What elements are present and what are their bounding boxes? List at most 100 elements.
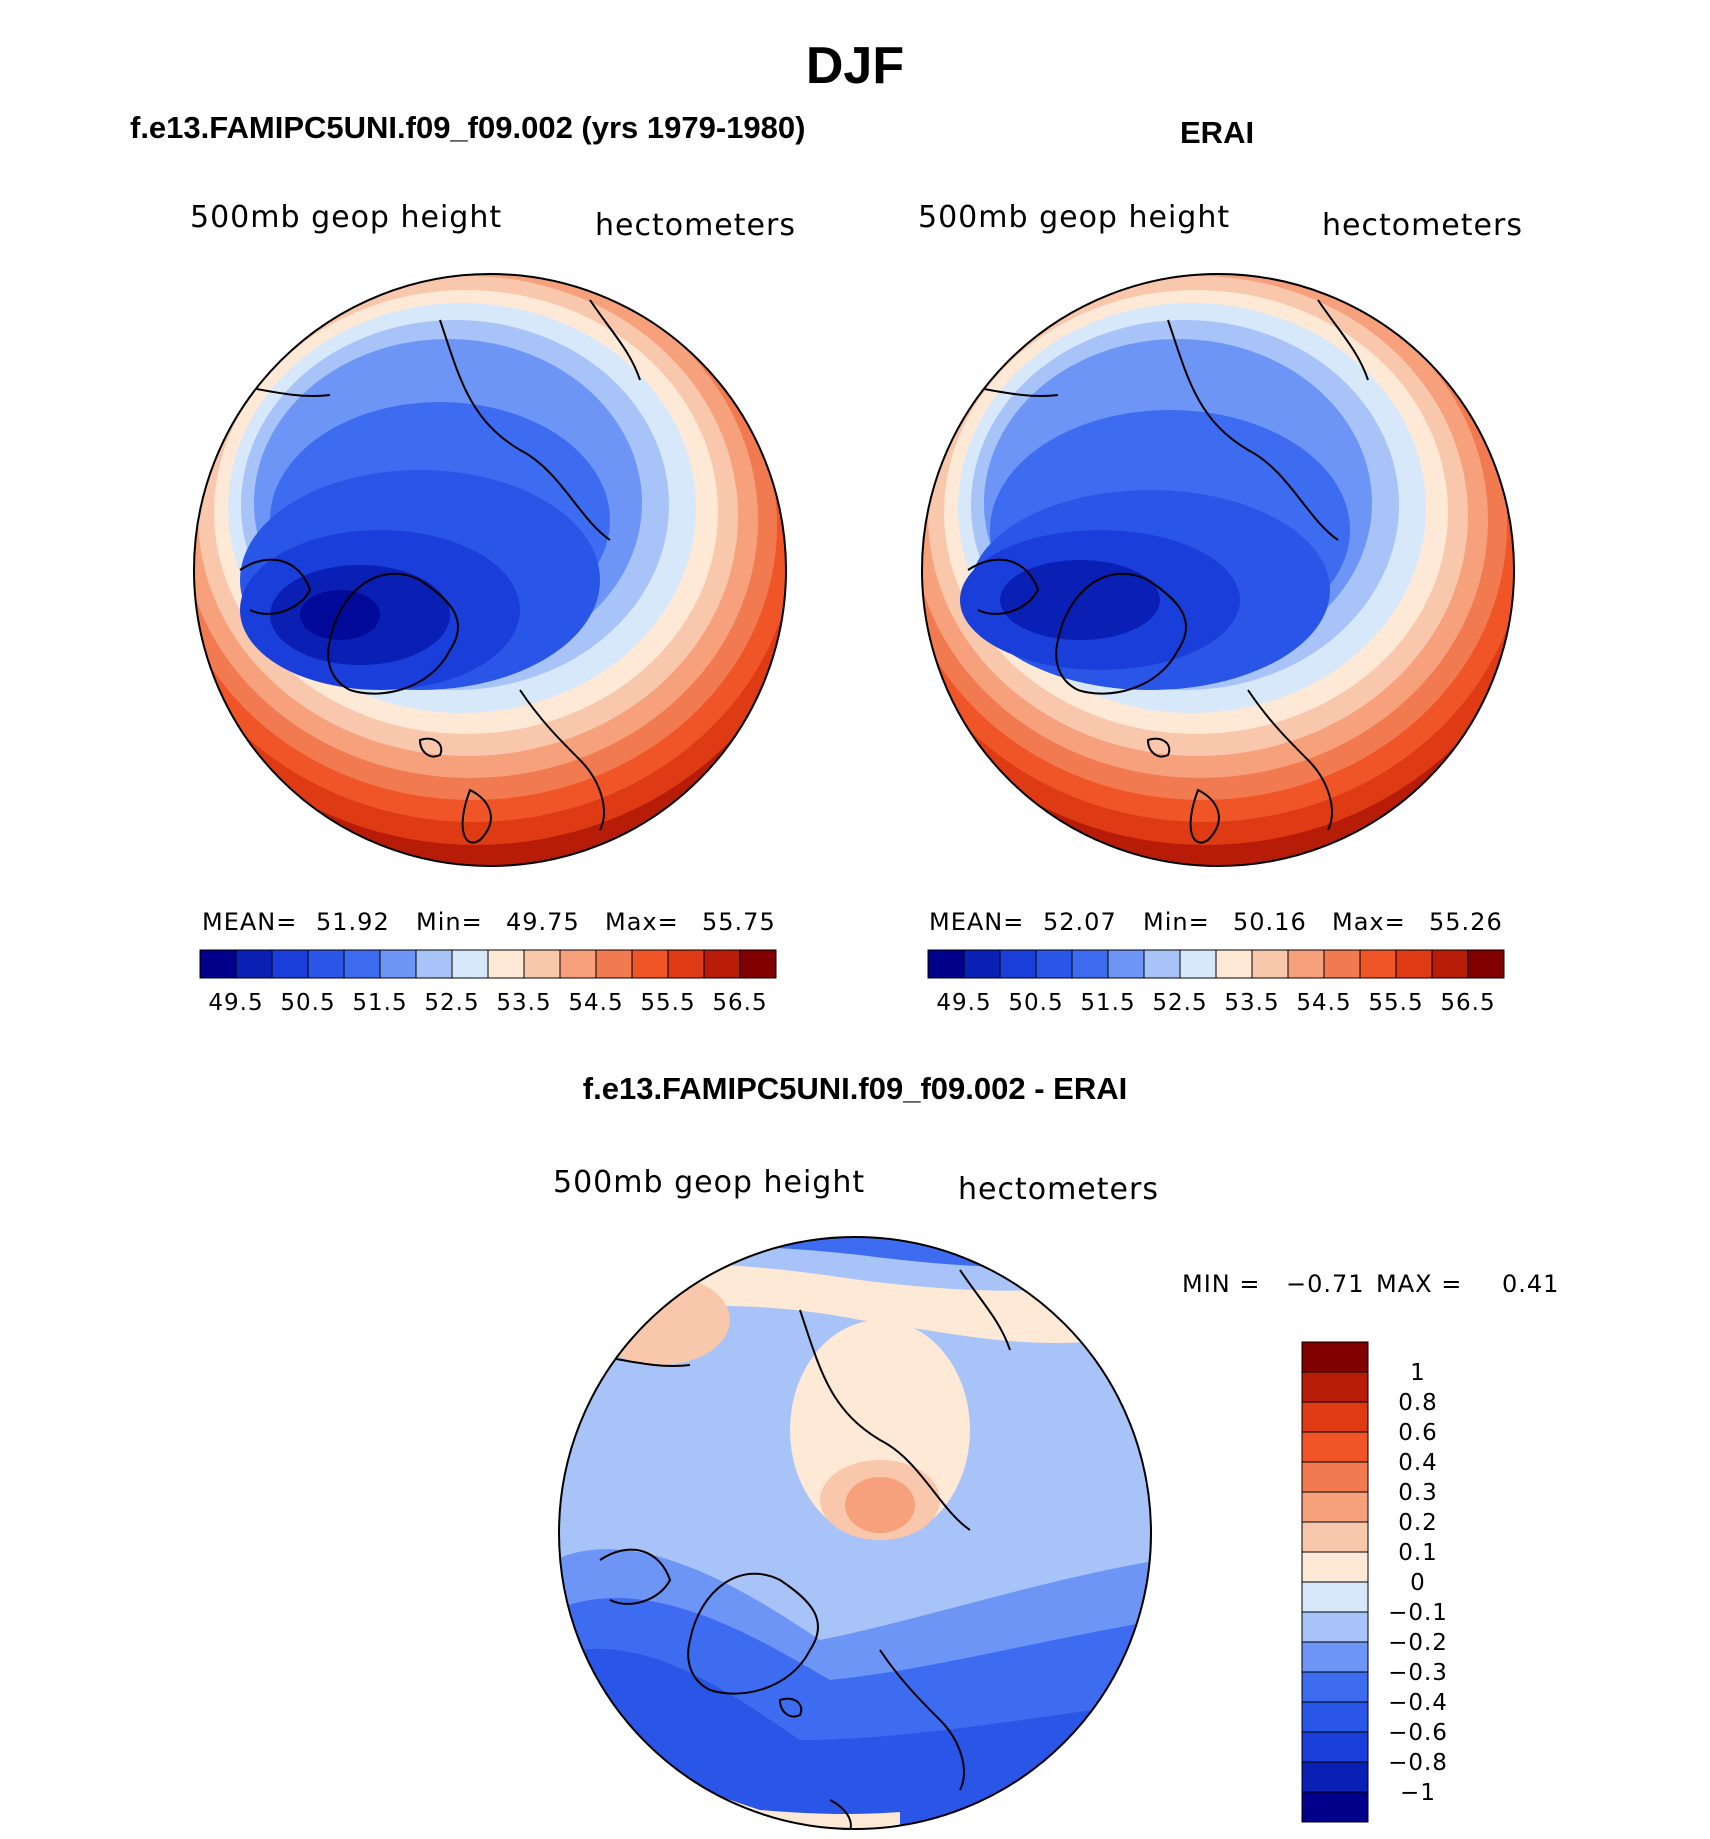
right-colorbar bbox=[927, 949, 1505, 979]
colorbar-cell bbox=[1301, 1611, 1369, 1643]
colorbar-cell bbox=[739, 949, 777, 979]
colorbar-cell bbox=[1287, 949, 1325, 979]
colorbar-cell bbox=[927, 949, 965, 979]
left-colorbar bbox=[199, 949, 777, 979]
colorbar-cell bbox=[1301, 1761, 1369, 1793]
colorbar-cell bbox=[1251, 949, 1289, 979]
colorbar-cell bbox=[1301, 1521, 1369, 1553]
diff-panel-title: f.e13.FAMIPC5UNI.f09_f09.002 - ERAI bbox=[582, 1071, 1128, 1106]
colorbar-cell bbox=[343, 949, 381, 979]
colorbar-cell bbox=[1035, 949, 1073, 979]
contour-band bbox=[1000, 560, 1160, 640]
colorbar-cell bbox=[1301, 1671, 1369, 1703]
colorbar-cell bbox=[1301, 1431, 1369, 1463]
left-units-label: hectometers bbox=[595, 208, 796, 243]
colorbar-tick-label: −0.3 bbox=[1388, 1660, 1448, 1686]
right-min-label: Min= bbox=[1143, 908, 1210, 936]
colorbar-cell bbox=[271, 949, 309, 979]
contour-band bbox=[559, 1815, 700, 1829]
contour-band bbox=[300, 590, 380, 640]
right-colorbar-ticks: 49.5 50.5 51.5 52.5 53.5 54.5 55.5 56.5 bbox=[936, 990, 1495, 1016]
colorbar-cell bbox=[1301, 1791, 1369, 1823]
right-mean-value: 52.07 bbox=[1043, 908, 1117, 936]
colorbar-cell bbox=[1301, 1641, 1369, 1673]
left-mean-label: MEAN= bbox=[202, 908, 298, 936]
left-min-label: Min= bbox=[416, 908, 483, 936]
colorbar-cell bbox=[451, 949, 489, 979]
colorbar-cell bbox=[1301, 1491, 1369, 1523]
colorbar-cell bbox=[1359, 949, 1397, 979]
colorbar-cell bbox=[307, 949, 345, 979]
right-max-label: Max= bbox=[1332, 908, 1406, 936]
left-panel-title: f.e13.FAMIPC5UNI.f09_f09.002 (yrs 1979-1… bbox=[130, 110, 806, 145]
right-polar-map bbox=[921, 273, 1515, 867]
diff-max-value: 0.41 bbox=[1502, 1270, 1560, 1298]
colorbar-cell bbox=[1301, 1581, 1369, 1613]
colorbar-tick-label: 0.4 bbox=[1398, 1450, 1438, 1476]
colorbar-tick-label: 54.5 bbox=[568, 990, 623, 1016]
colorbar-cell bbox=[235, 949, 273, 979]
colorbar-cell bbox=[1301, 1461, 1369, 1493]
colorbar-cell bbox=[1395, 949, 1433, 979]
diff-colorbar bbox=[1301, 1341, 1369, 1823]
contour-band bbox=[590, 1275, 730, 1365]
colorbar-cell bbox=[703, 949, 741, 979]
colorbar-tick-label: −0.2 bbox=[1388, 1630, 1448, 1656]
diff-min-value: −0.71 bbox=[1286, 1270, 1365, 1298]
colorbar-cell bbox=[379, 949, 417, 979]
colorbar-tick-label: −0.4 bbox=[1388, 1690, 1448, 1716]
colorbar-cell bbox=[1301, 1701, 1369, 1733]
colorbar-tick-label: 0.2 bbox=[1398, 1510, 1438, 1536]
right-units-label: hectometers bbox=[1322, 208, 1523, 243]
colorbar-cell bbox=[963, 949, 1001, 979]
colorbar-tick-label: 53.5 bbox=[496, 990, 551, 1016]
right-panel-title: ERAI bbox=[1180, 115, 1255, 150]
left-min-value: 49.75 bbox=[506, 908, 580, 936]
left-colorbar-ticks: 49.5 50.5 51.5 52.5 53.5 54.5 55.5 56.5 bbox=[208, 990, 766, 1016]
colorbar-cell bbox=[523, 949, 561, 979]
diff-variable-label: 500mb geop height bbox=[553, 1165, 866, 1200]
contour-band bbox=[845, 1477, 915, 1533]
colorbar-cell bbox=[1301, 1401, 1369, 1433]
colorbar-tick-label: 55.5 bbox=[1368, 990, 1423, 1016]
colorbar-tick-label: −1 bbox=[1400, 1780, 1436, 1806]
colorbar-tick-label: 56.5 bbox=[1440, 990, 1495, 1016]
colorbar-tick-label: 50.5 bbox=[1008, 990, 1063, 1016]
colorbar-cell bbox=[667, 949, 705, 979]
colorbar-tick-label: 49.5 bbox=[208, 990, 263, 1016]
colorbar-tick-label: 49.5 bbox=[936, 990, 991, 1016]
colorbar-tick-label: 52.5 bbox=[424, 990, 479, 1016]
colorbar-cell bbox=[999, 949, 1037, 979]
coastlines bbox=[927, 299, 1369, 844]
colorbar-cell bbox=[1301, 1731, 1369, 1763]
right-mean-label: MEAN= bbox=[929, 908, 1025, 936]
coastlines bbox=[199, 299, 641, 844]
left-max-label: Max= bbox=[605, 908, 679, 936]
colorbar-tick-label: 52.5 bbox=[1152, 990, 1207, 1016]
colorbar-tick-label: 0.3 bbox=[1398, 1480, 1438, 1506]
colorbar-tick-label: −0.6 bbox=[1388, 1720, 1448, 1746]
colorbar-tick-label: 55.5 bbox=[640, 990, 695, 1016]
coastlines bbox=[559, 1269, 1011, 1829]
diff-colorbar-ticks: 1 0.8 0.6 0.4 0.3 0.2 0.1 0 −0.1 −0.2 −0.3 −0.4 −0.6… bbox=[1388, 1360, 1448, 1806]
colorbar-cell bbox=[595, 949, 633, 979]
colorbar-tick-label: 53.5 bbox=[1224, 990, 1279, 1016]
right-max-value: 55.26 bbox=[1429, 908, 1503, 936]
colorbar-tick-label: −0.8 bbox=[1388, 1750, 1448, 1776]
colorbar-cell bbox=[1431, 949, 1469, 979]
colorbar-tick-label: 0.6 bbox=[1398, 1420, 1438, 1446]
left-max-value: 55.75 bbox=[702, 908, 776, 936]
colorbar-cell bbox=[415, 949, 453, 979]
right-min-value: 50.16 bbox=[1233, 908, 1307, 936]
colorbar-cell bbox=[1107, 949, 1145, 979]
colorbar-tick-label: 0.8 bbox=[1398, 1390, 1438, 1416]
left-variable-label: 500mb geop height bbox=[190, 200, 503, 235]
colorbar-cell bbox=[487, 949, 525, 979]
colorbar-cell bbox=[1301, 1371, 1369, 1403]
colorbar-tick-label: 50.5 bbox=[280, 990, 335, 1016]
colorbar-cell bbox=[1179, 949, 1217, 979]
colorbar-tick-label: −0.1 bbox=[1388, 1600, 1448, 1626]
colorbar-cell bbox=[1467, 949, 1505, 979]
left-polar-map bbox=[193, 273, 787, 867]
